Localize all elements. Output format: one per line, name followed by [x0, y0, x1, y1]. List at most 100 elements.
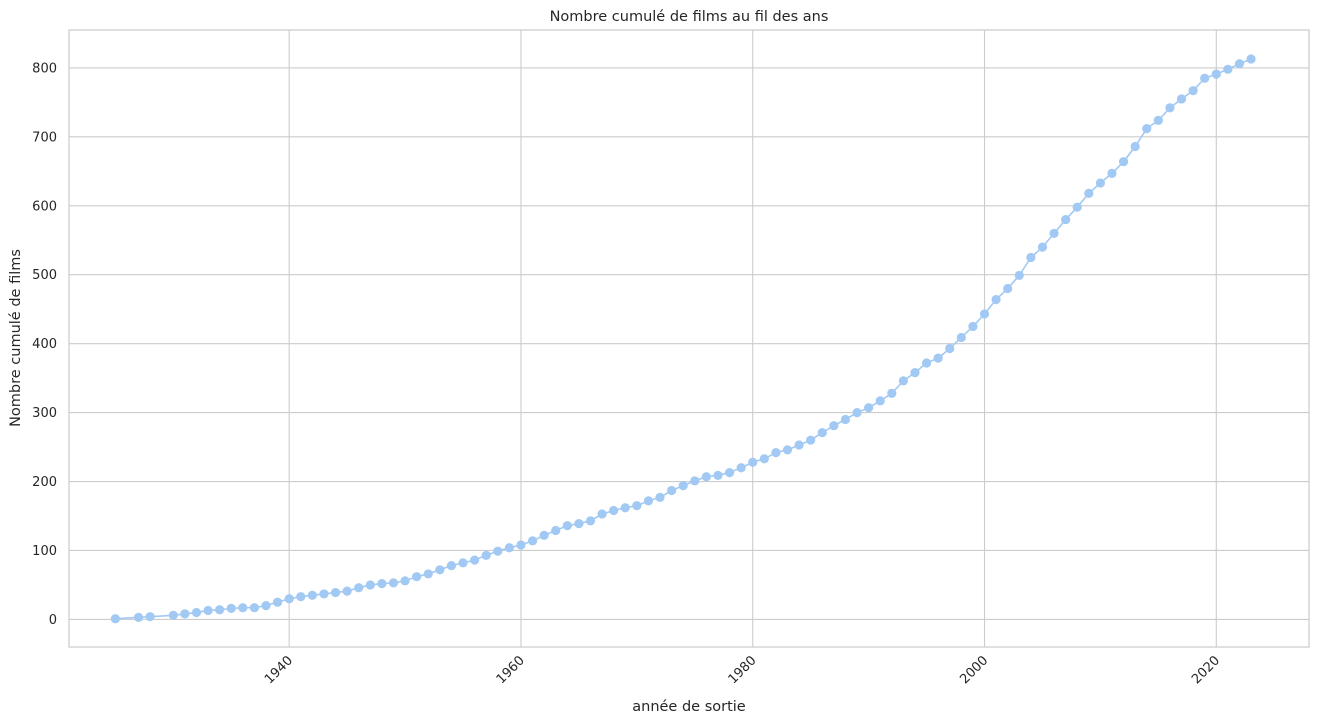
data-point [910, 368, 920, 378]
data-point [493, 546, 503, 556]
data-point [585, 516, 596, 526]
y-tick-label: 100 [32, 544, 57, 559]
series [110, 54, 1256, 624]
data-point [979, 309, 990, 319]
data-point [736, 463, 746, 473]
data-point [562, 521, 572, 531]
data-point [446, 561, 457, 571]
data-point [388, 578, 399, 588]
data-point [875, 396, 885, 406]
data-point [1095, 178, 1105, 188]
data-point [840, 414, 851, 425]
data-point [1026, 252, 1036, 263]
data-point [921, 358, 932, 368]
data-point [435, 565, 445, 575]
data-point [1049, 228, 1059, 238]
data-point [330, 587, 341, 598]
data-point [249, 603, 260, 613]
data-point [238, 603, 248, 613]
data-point [829, 421, 839, 431]
y-tick-label: 700 [32, 130, 57, 145]
data-point [191, 607, 202, 618]
data-point [864, 403, 874, 413]
data-point [968, 321, 978, 332]
data-point [307, 590, 317, 600]
data-point [423, 569, 433, 579]
data-point [481, 550, 491, 560]
data-point [597, 509, 607, 519]
data-point [1223, 64, 1233, 74]
data-point [1234, 59, 1245, 69]
x-gridlines [288, 30, 1217, 647]
data-point [817, 428, 827, 438]
x-tick-label: 1960 [494, 653, 528, 687]
data-point [667, 485, 677, 496]
data-point [273, 597, 283, 607]
data-point [261, 601, 271, 611]
data-point [887, 388, 897, 398]
data-point [898, 376, 908, 386]
data-point [168, 610, 178, 620]
x-tick-label: 1940 [262, 653, 296, 687]
data-point [296, 592, 306, 602]
data-point [1118, 157, 1129, 167]
x-tick-label: 2020 [1189, 653, 1223, 687]
y-axis-label: Nombre cumulé de films [8, 249, 24, 427]
data-point [713, 470, 723, 480]
data-point [539, 530, 549, 540]
data-point [1165, 103, 1175, 113]
data-point [226, 603, 236, 613]
data-point [1188, 86, 1198, 96]
x-axis-label: année de sortie [632, 699, 746, 715]
data-point [678, 481, 688, 491]
data-point [354, 583, 364, 593]
data-point [701, 472, 711, 482]
data-point [933, 353, 943, 363]
y-tick-label: 300 [32, 406, 57, 421]
data-point [794, 440, 804, 450]
data-point [1211, 69, 1221, 79]
plot-frame [68, 29, 1310, 648]
data-point [133, 612, 144, 622]
data-point [574, 519, 584, 529]
data-point [1142, 123, 1152, 134]
data-point [1061, 214, 1071, 225]
data-point [806, 435, 816, 445]
data-point [1153, 115, 1163, 125]
y-tick-label: 400 [32, 337, 57, 352]
data-point [1200, 73, 1210, 83]
data-point [1003, 283, 1013, 294]
data-point [609, 505, 619, 516]
data-point [632, 501, 642, 511]
y-tick-label: 600 [32, 199, 57, 214]
data-point [458, 558, 468, 568]
data-point [412, 572, 422, 582]
data-point [620, 503, 630, 513]
data-point [1130, 141, 1140, 152]
data-point [284, 594, 294, 604]
chart-title: Nombre cumulé de films au fil des ans [550, 9, 829, 25]
y-tick-label: 0 [49, 613, 57, 628]
data-point [759, 454, 769, 464]
data-point [655, 492, 665, 502]
y-tick-labels: 0 100 200 300 400 500 600 700 800 [32, 61, 57, 628]
data-point [852, 408, 862, 418]
y-tick-label: 800 [32, 61, 57, 76]
data-point [956, 332, 966, 343]
data-point [145, 612, 155, 622]
data-point [690, 476, 700, 486]
data-point [782, 445, 793, 455]
data-point [643, 496, 654, 506]
data-point [1176, 94, 1187, 104]
series-line [115, 58, 1252, 620]
y-gridlines [69, 67, 1309, 620]
x-tick-label: 2000 [957, 653, 991, 687]
data-point [991, 294, 1001, 305]
data-point [504, 543, 514, 553]
data-point [215, 605, 225, 615]
data-point [342, 586, 352, 596]
data-point [527, 536, 538, 546]
data-point [771, 447, 781, 458]
data-point [319, 589, 329, 599]
